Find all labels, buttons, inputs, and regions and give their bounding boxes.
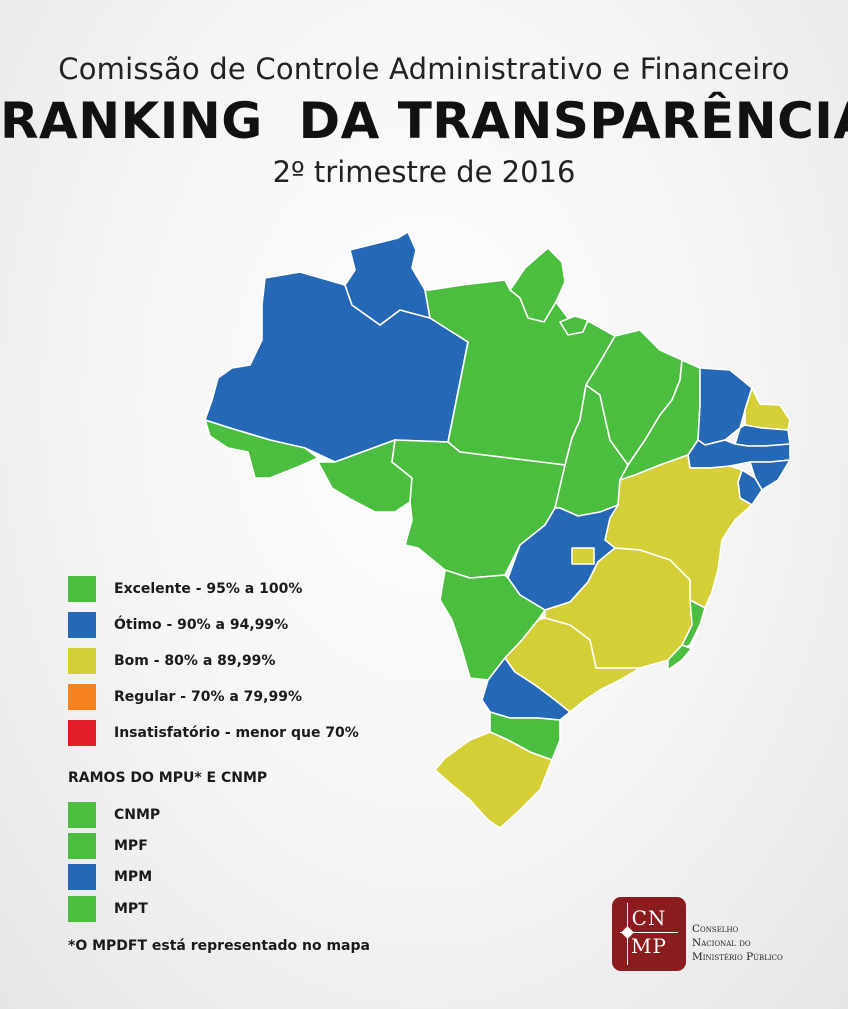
marajo-island [559,315,589,336]
legend-item-excelente: Excelente - 95% a 100% [68,576,302,602]
ramos-title: RAMOS DO MPU* E CNMP [68,770,268,786]
legend-item-otimo: Ótimo - 90% a 94,99% [68,612,288,638]
legend-swatch [68,612,96,638]
state-AC [204,419,319,479]
ramos-swatch [68,833,96,859]
logo-mark-bottom: MP [631,934,667,958]
state-RJ [667,624,701,671]
ramos-label: MPF [114,838,148,854]
cnmp-name-line2: Nacional do [692,937,751,949]
cnmp-name-line1: Conselho [692,923,739,935]
footnote: *O MPDFT está representado no mapa [68,938,370,954]
legend-item-insatisfatorio: Insatisfatório - menor que 70% [68,720,359,746]
commission-title: Comissão de Controle Administrativo e Fi… [58,52,790,86]
legend-swatch [68,576,96,602]
cnmp-name: Conselho Nacional do Ministério Público [692,922,783,964]
ramos-label: CNMP [114,807,161,823]
ramos-swatch [68,802,96,828]
legend-item-bom: Bom - 80% a 89,99% [68,648,275,674]
legend-label: Bom - 80% a 89,99% [114,653,276,669]
ramos-item-cnmp: CNMP [68,802,160,828]
legend-label: Insatisfatório - menor que 70% [114,725,359,741]
ramos-item-mpm: MPM [68,864,152,890]
ramos-swatch [68,864,96,890]
cnmp-name-line3: Ministério Público [692,951,783,963]
legend-swatch [68,720,96,746]
state-PR [481,657,571,721]
legend-swatch [68,648,96,674]
legend-label: Regular - 70% a 79,99% [114,689,302,705]
state-CE [697,367,753,446]
ranking-title: RANKING DA TRANSPARÊNCIA [0,92,848,150]
state-DF [571,547,595,565]
ramos-label: MPM [114,869,153,885]
state-SP [504,617,641,713]
legend-label: Ótimo - 90% a 94,99% [114,617,289,633]
ramos-swatch [68,896,96,922]
legend-label: Excelente - 95% a 100% [114,581,303,597]
period-subtitle: 2º trimestre de 2016 [272,155,576,189]
logo-horizontal-line [620,932,678,933]
logo-mark-top: CN [631,906,667,930]
ramos-item-mpt: MPT [68,896,148,922]
cnmp-logo: CN MP [612,897,686,971]
ramos-item-mpf: MPF [68,833,148,859]
state-RS [434,731,553,829]
legend-item-regular: Regular - 70% a 79,99% [68,684,302,710]
ramos-label: MPT [114,901,148,917]
legend-swatch [68,684,96,710]
state-RN [744,387,791,431]
